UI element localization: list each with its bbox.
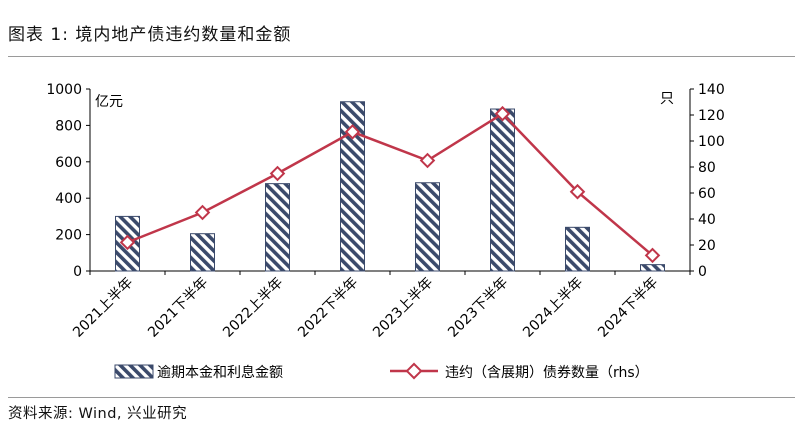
footer-divider (8, 397, 795, 398)
y-axis-unit-label: 亿元 (95, 94, 123, 110)
bar (340, 101, 365, 272)
line-point-marker (419, 152, 436, 169)
title-divider (8, 56, 795, 57)
source-note: 资料来源: Wind, 兴业研究 (8, 406, 188, 422)
y-tick-label: 800 (55, 118, 82, 134)
bar (640, 264, 665, 272)
line-point-marker (569, 183, 586, 200)
x-tick-label: 2022上半年 (220, 275, 286, 341)
x-tick-label: 2022下半年 (295, 275, 361, 341)
line-point-marker (344, 124, 361, 140)
y-tick-label: 1000 (46, 82, 82, 98)
x-tick-label: 2023上半年 (370, 275, 436, 341)
chart-title: 图表 1: 境内地产债违约数量和金额 (8, 25, 292, 45)
x-tick-label: 2021上半年 (70, 275, 136, 341)
y2-tick-label: 0 (698, 264, 707, 280)
x-tick-label: 2023下半年 (445, 275, 511, 341)
bar (490, 108, 515, 272)
bar (190, 233, 215, 272)
y2-tick-label: 60 (698, 186, 716, 202)
line-point-marker (644, 247, 661, 264)
bar (415, 182, 440, 272)
x-tick-label: 2024上半年 (520, 275, 586, 341)
y2-tick-label: 120 (698, 108, 725, 124)
bar (565, 226, 590, 272)
y-tick-label: 200 (55, 228, 82, 244)
x-tick-label: 2024下半年 (595, 275, 661, 341)
bar (265, 183, 290, 272)
y-tick-label: 400 (55, 191, 82, 207)
x-tick-label: 2021下半年 (145, 275, 211, 341)
y2-axis-unit-label: 只 (660, 91, 674, 107)
legend-bar-label: 逾期本金和利息金额 (157, 364, 283, 381)
legend-bar-swatch (114, 364, 154, 379)
y-tick-label: 600 (55, 155, 82, 171)
line-point-marker (494, 105, 511, 122)
y2-tick-label: 100 (698, 134, 725, 150)
y2-tick-label: 80 (698, 160, 716, 176)
y-tick-label: 0 (73, 264, 82, 280)
line-point-marker (119, 234, 136, 251)
y2-tick-label: 20 (698, 238, 716, 254)
y2-tick-label: 140 (698, 82, 725, 98)
series-line (127, 112, 654, 257)
legend-line-label: 违约（含展期）债券数量（rhs） (445, 365, 649, 381)
line-point-marker (269, 165, 286, 182)
legend-line-marker (405, 362, 423, 380)
y2-tick-label: 40 (698, 212, 716, 228)
line-point-marker (194, 204, 211, 221)
